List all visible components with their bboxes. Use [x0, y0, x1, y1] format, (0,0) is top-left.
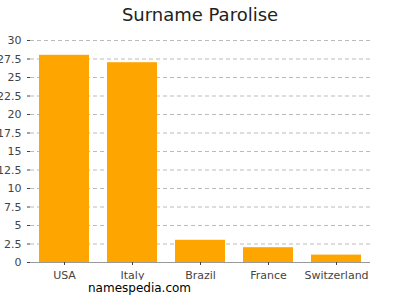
svg-text:Brazil: Brazil — [185, 269, 216, 280]
svg-text:22.5: 22.5 — [0, 90, 22, 103]
svg-text:15: 15 — [8, 145, 22, 158]
svg-text:France: France — [250, 269, 287, 280]
svg-text:USA: USA — [53, 269, 76, 280]
svg-text:30: 30 — [8, 34, 22, 47]
svg-text:2.5: 2.5 — [4, 238, 22, 251]
svg-text:Italy: Italy — [121, 269, 145, 280]
svg-text:12.5: 12.5 — [0, 164, 22, 177]
svg-text:17.5: 17.5 — [0, 127, 22, 140]
svg-text:7.5: 7.5 — [4, 201, 22, 214]
html-text:Surname Parolise: Surname Parolise — [121, 4, 279, 25]
html-text:namespedia.com: namespedia.com — [88, 281, 191, 295]
svg-text:0: 0 — [15, 256, 22, 269]
svg-text:10: 10 — [8, 182, 22, 195]
svg-text:25: 25 — [8, 71, 22, 84]
svg-text:5: 5 — [15, 219, 22, 232]
svg-text:20: 20 — [8, 108, 22, 121]
svg-text:Switzerland: Switzerland — [304, 269, 368, 280]
svg-text:27.5: 27.5 — [0, 53, 22, 66]
